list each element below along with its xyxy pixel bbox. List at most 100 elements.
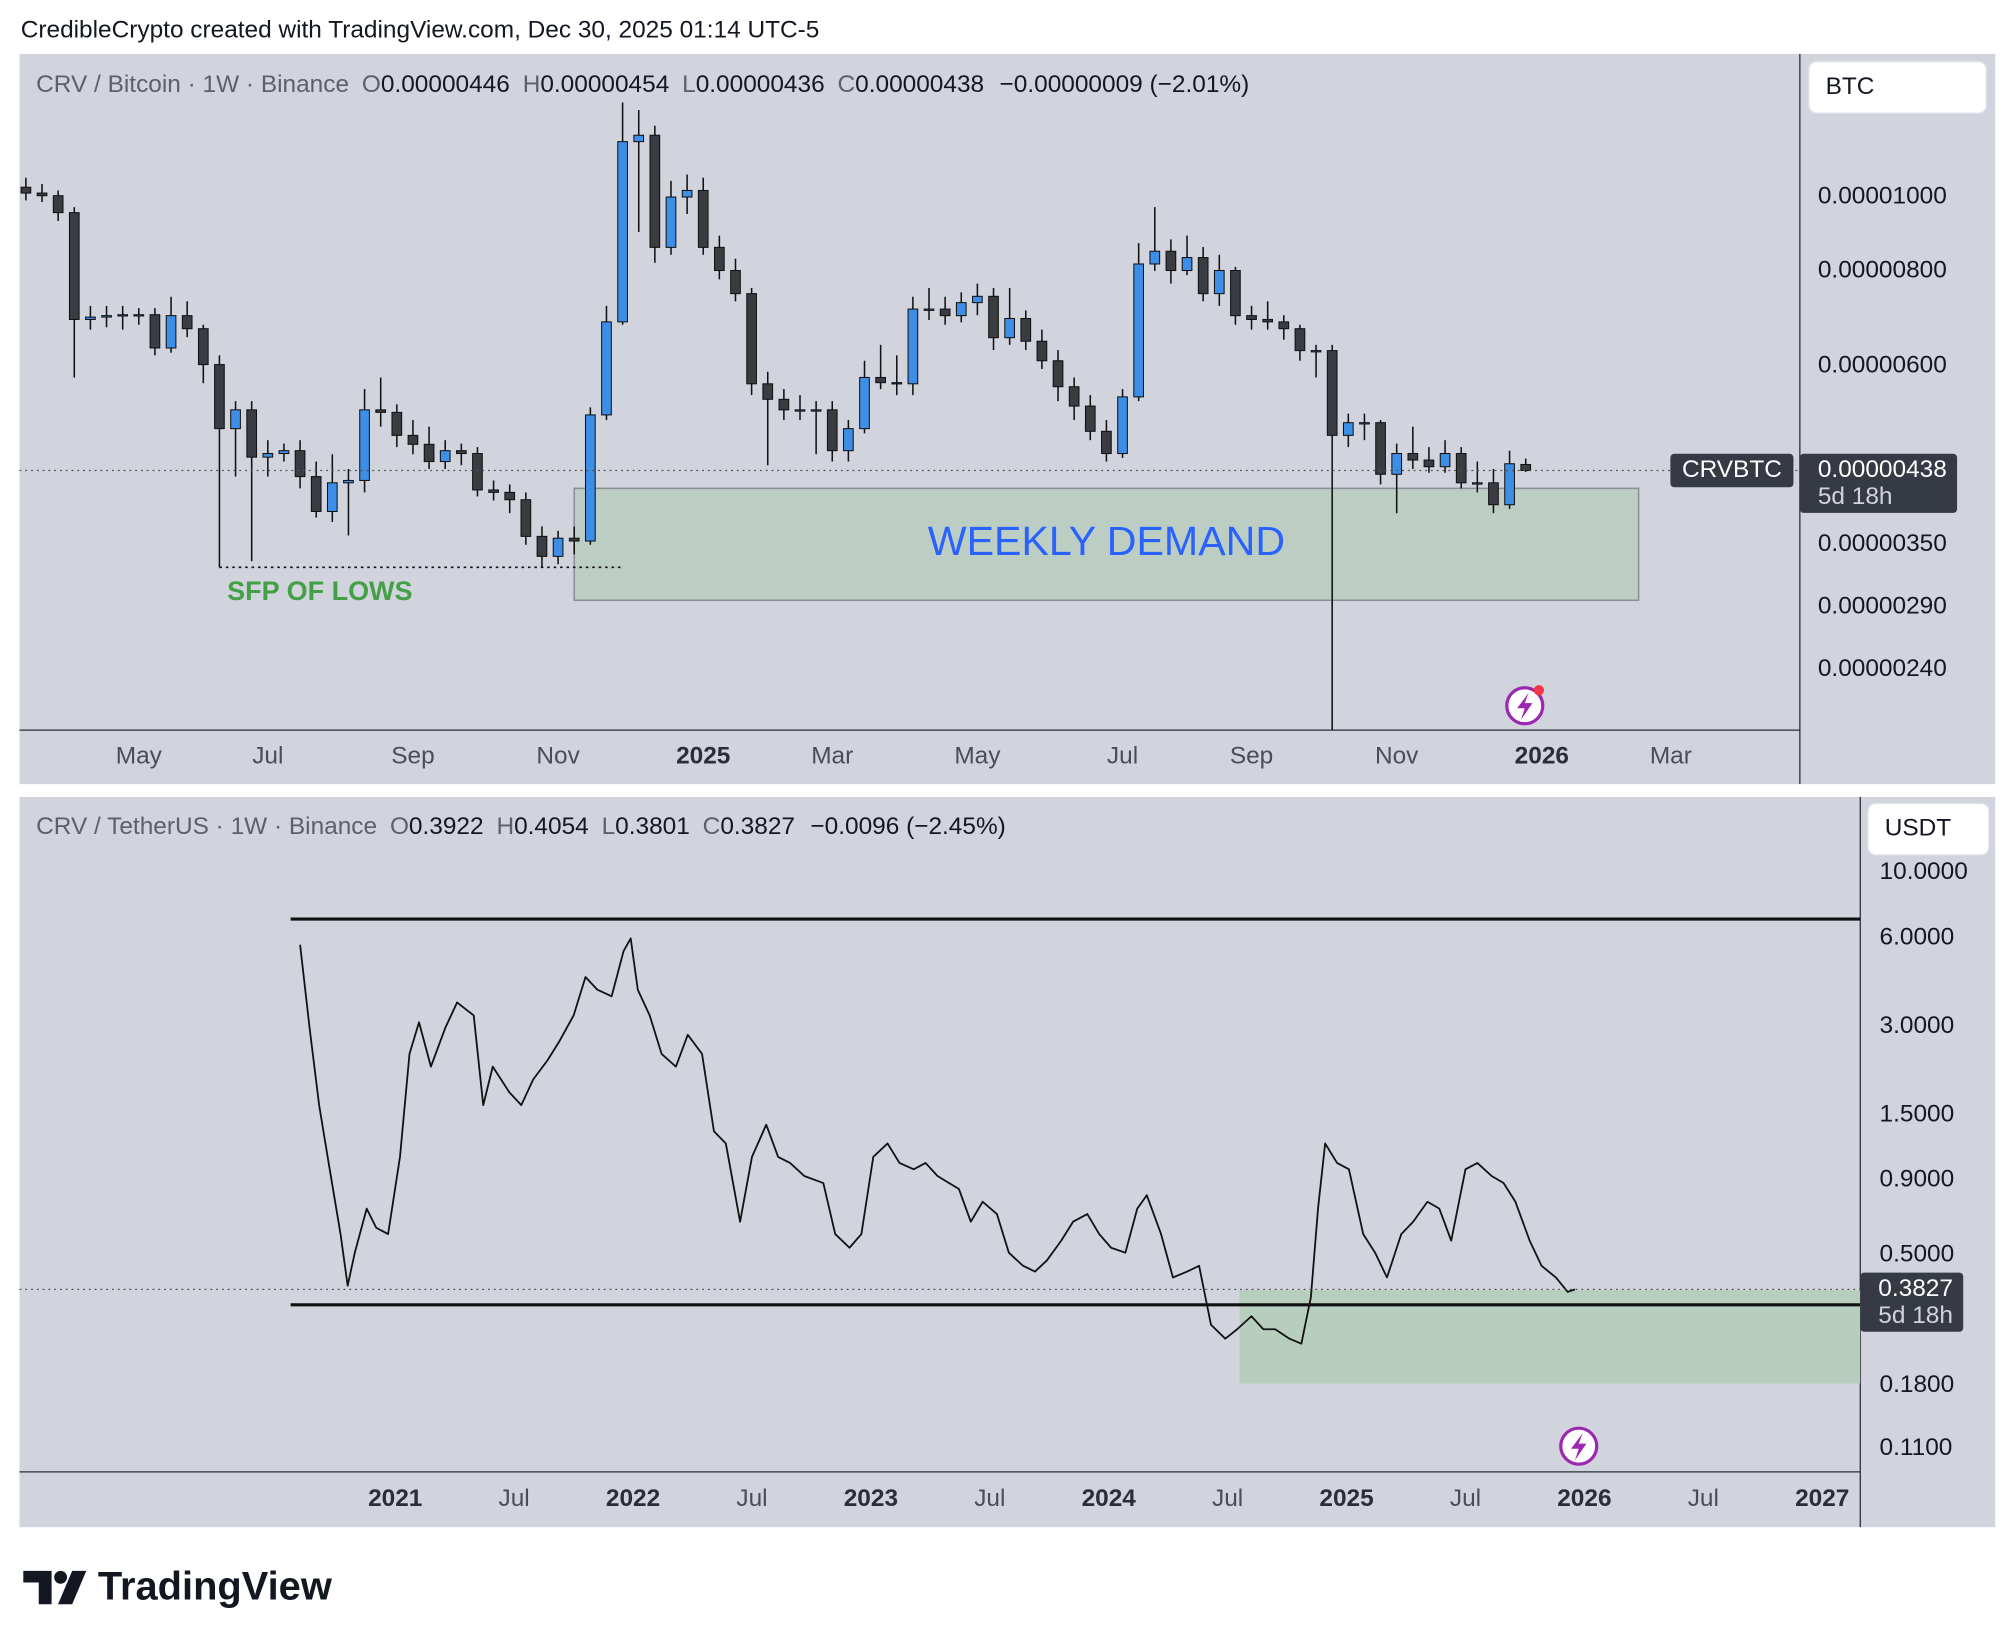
candle-body: [520, 499, 532, 537]
candle-body: [746, 293, 757, 385]
candle-body: [681, 189, 693, 198]
footer-logo-text: TradingView: [98, 1564, 333, 1608]
ohlc-key: H: [496, 813, 514, 840]
candle-body: [375, 409, 387, 413]
candle-body: [117, 314, 129, 317]
x-tick-label: Jul: [1450, 1485, 1481, 1512]
candle-body: [343, 479, 354, 484]
alert-icon[interactable]: [1505, 685, 1545, 726]
x-tick-label: 2026: [1515, 743, 1569, 770]
candle-body: [810, 409, 822, 412]
candle-body: [1262, 318, 1274, 323]
ohlc-key: O: [390, 813, 409, 840]
candle-body: [1101, 430, 1112, 455]
candle-body: [214, 364, 225, 430]
candle-body: [1213, 270, 1225, 295]
candle-body: [955, 302, 967, 317]
candle-body: [1504, 463, 1515, 506]
candle-body: [1310, 350, 1322, 353]
ohlc-value: 0.00000436: [696, 72, 825, 99]
candle-body: [1359, 422, 1370, 425]
candle-body: [197, 328, 209, 366]
candle-body: [697, 189, 709, 248]
candle-body: [488, 489, 499, 493]
candle-body: [665, 196, 677, 248]
candle-body: [1004, 317, 1015, 339]
x-tick-label: 2021: [368, 1485, 422, 1512]
ohlc-value: 0.00000454: [540, 72, 669, 99]
currency-button[interactable]: [1867, 802, 1990, 856]
footer-logo: TradingView: [23, 1564, 333, 1608]
y-tick-label: 0.00000240: [1818, 655, 1947, 682]
candle-body: [230, 409, 241, 430]
x-tick-label: 2026: [1557, 1485, 1611, 1512]
candle-body: [826, 409, 838, 452]
x-tick-label: Nov: [536, 743, 580, 770]
candle-body: [1052, 360, 1064, 388]
candle-body: [891, 382, 903, 385]
candle-body: [617, 141, 628, 323]
candle-body: [923, 308, 935, 311]
candle-body: [1391, 453, 1403, 475]
ohlc-value: 0.00000446: [381, 72, 510, 99]
symbol-tag: [1670, 453, 1794, 488]
candle-body: [1036, 340, 1048, 362]
candle-body: [1439, 453, 1451, 468]
candle-body: [85, 316, 96, 320]
candle-body: [391, 411, 403, 436]
candle-body: [133, 314, 145, 317]
x-tick-label: Jul: [736, 1485, 767, 1512]
candle-body: [730, 270, 741, 295]
symbol-name: CRV / Bitcoin · 1W · Binance: [36, 72, 349, 99]
currency-button[interactable]: [1808, 61, 1987, 114]
ohlc-key: L: [602, 813, 616, 840]
candle-body: [149, 314, 161, 349]
candle-body: [714, 246, 725, 272]
candle-body: [310, 476, 322, 513]
candle-body: [778, 398, 790, 411]
candle-body: [875, 376, 886, 384]
ohlc-key: H: [523, 72, 541, 99]
x-tick-label: 2024: [1082, 1485, 1137, 1512]
candle-body: [165, 315, 177, 349]
last-price-box: [1860, 1272, 1964, 1332]
x-tick-label: 2022: [606, 1485, 660, 1512]
zone-label: WEEKLY DEMAND: [928, 518, 1285, 564]
x-tick-label: Jul: [499, 1485, 530, 1512]
y-tick-label: 0.5000: [1880, 1241, 1955, 1268]
currency-label: USDT: [1885, 815, 1952, 842]
plot-area: [19, 917, 1861, 1384]
candle-body: [1020, 317, 1032, 342]
candle-body: [1326, 350, 1338, 436]
candle-body: [568, 537, 580, 542]
candle-body: [1133, 263, 1145, 398]
countdown-label: 5d 18h: [1818, 483, 1893, 510]
candle-body: [1197, 257, 1209, 295]
ohlc-key: O: [362, 72, 381, 99]
panel-background: [19, 797, 1996, 1528]
candle-body: [859, 376, 870, 430]
x-tick-label: 2023: [844, 1485, 898, 1512]
ohlc-value: 0.00000438: [855, 72, 984, 99]
candle-body: [326, 482, 338, 513]
x-tick-label: Jul: [252, 743, 283, 770]
candle-body: [407, 434, 419, 445]
ohlc-value: 0.3922: [409, 813, 484, 840]
candle-body: [988, 295, 999, 339]
alert-icon[interactable]: [1559, 1426, 1599, 1466]
candle-body: [359, 409, 370, 481]
candle-body: [1165, 250, 1177, 272]
symbol-name: CRV / TetherUS · 1W · Binance: [36, 813, 377, 840]
plot-area: WEEKLY DEMAND SFP OF LOWS: [19, 102, 1800, 731]
candle-body: [1455, 453, 1467, 484]
candle-body: [633, 134, 645, 143]
candle-body: [536, 535, 548, 557]
last-price-box: [1799, 453, 1958, 513]
x-tick-label: Jul: [974, 1485, 1005, 1512]
candle-body: [1294, 328, 1306, 352]
x-tick-label: 2025: [676, 743, 730, 770]
candle-body: [762, 383, 774, 400]
x-tick-label: May: [116, 743, 163, 770]
candle-body: [843, 428, 854, 452]
candle-body: [294, 450, 306, 478]
